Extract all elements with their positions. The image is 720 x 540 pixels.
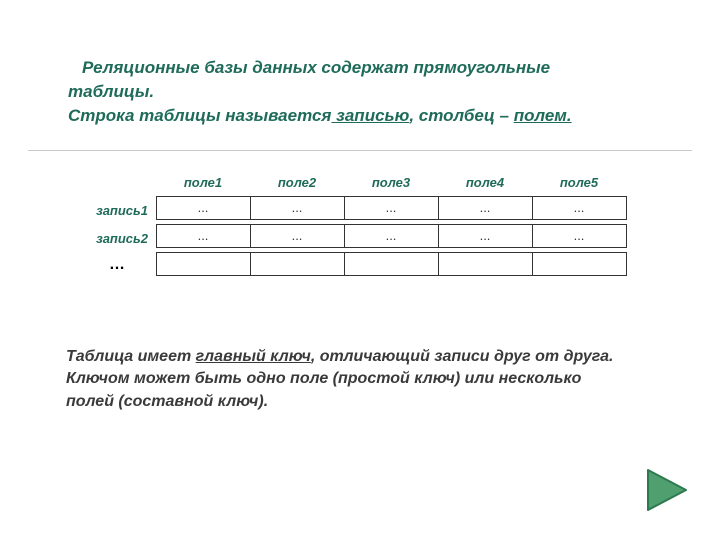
- table-cell: [156, 252, 251, 276]
- col-header: поле2: [250, 168, 344, 196]
- heading-line3-underline2: полем.: [514, 106, 572, 125]
- col-header: поле5: [532, 168, 626, 196]
- table-cell: ...: [344, 196, 439, 220]
- table-cell: ...: [438, 196, 533, 220]
- row-header: запись1: [78, 196, 156, 224]
- col-header: поле4: [438, 168, 532, 196]
- bottom-line2: Ключом может быть одно поле (простой клю…: [66, 368, 660, 390]
- table-cell: ...: [438, 224, 533, 248]
- heading-block: Реляционные базы данных содержат прямоуг…: [68, 56, 648, 127]
- table-cell: ...: [344, 224, 439, 248]
- table-cell: ...: [156, 224, 251, 248]
- bottom-line3: полей (составной ключ).: [66, 391, 660, 413]
- heading-line3: Строка таблицы называется записью, столб…: [68, 104, 648, 128]
- bottom-line1-post: , отличающий записи друг от друга.: [311, 348, 614, 365]
- row-header: запись2: [78, 224, 156, 252]
- bottom-line1-underline: главный ключ: [196, 348, 311, 365]
- table-cell: [250, 252, 345, 276]
- heading-line2: таблицы.: [68, 80, 648, 104]
- table-cell: ...: [250, 224, 345, 248]
- table-corner: [78, 168, 156, 196]
- table-cell: [532, 252, 627, 276]
- heading-line1-text: Реляционные базы данных содержат прямоуг…: [82, 58, 550, 77]
- play-icon: [642, 466, 690, 514]
- table-cell: ...: [532, 224, 627, 248]
- heading-line3-mid: , столбец –: [409, 106, 513, 125]
- heading-line3-pre: Строка таблицы называется: [68, 106, 331, 125]
- slide: Реляционные базы данных содержат прямоуг…: [0, 0, 720, 540]
- next-slide-button[interactable]: [642, 466, 690, 514]
- bottom-text-block: Таблица имеет главный ключ, отличающий з…: [66, 346, 660, 413]
- table-cell: [438, 252, 533, 276]
- table-grid: поле1 поле2 поле3 поле4 поле5 запись1 ..…: [78, 168, 638, 278]
- table-cell: [344, 252, 439, 276]
- heading-line3-underline1: записью: [331, 106, 409, 125]
- heading-line1: Реляционные базы данных содержат прямоуг…: [68, 56, 648, 80]
- col-header: поле1: [156, 168, 250, 196]
- horizontal-rule: [28, 150, 692, 151]
- bottom-line1: Таблица имеет главный ключ, отличающий з…: [66, 346, 660, 368]
- table-cell: ...: [250, 196, 345, 220]
- row-header-ellipsis: …: [78, 252, 156, 278]
- table-cell: ...: [156, 196, 251, 220]
- bottom-line1-pre: Таблица имеет: [66, 348, 196, 365]
- data-table: поле1 поле2 поле3 поле4 поле5 запись1 ..…: [78, 168, 638, 278]
- table-cell: ...: [532, 196, 627, 220]
- col-header: поле3: [344, 168, 438, 196]
